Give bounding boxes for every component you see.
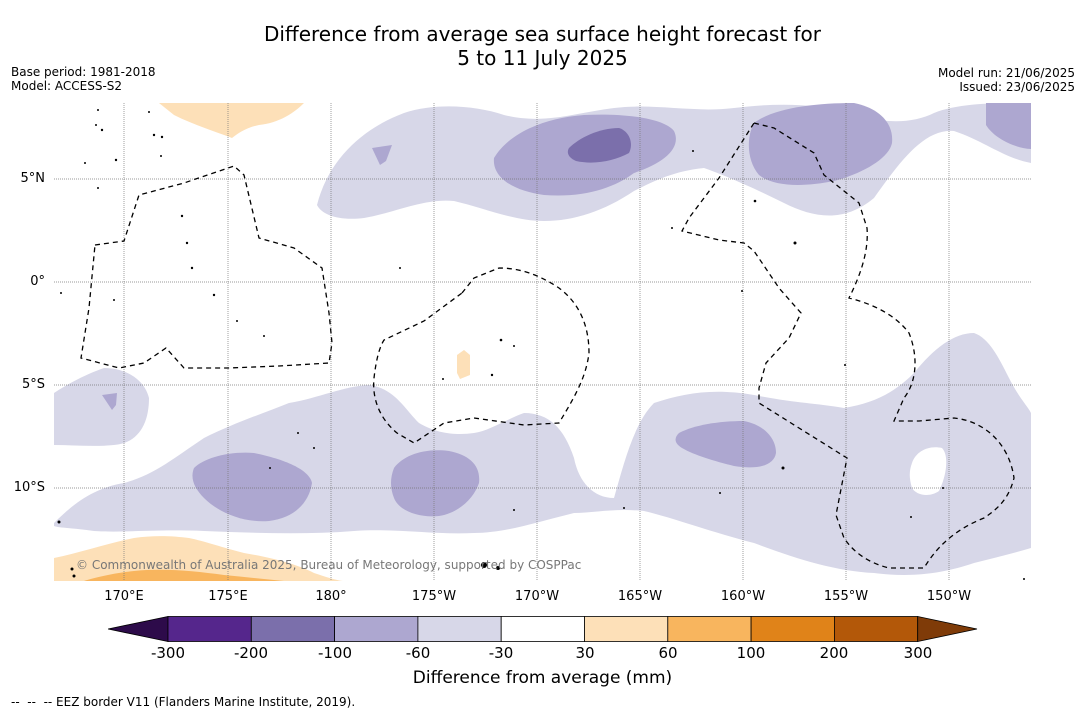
- model-name: Model: ACCESS-S2: [11, 79, 123, 93]
- colorbar-tick: 60: [658, 644, 678, 662]
- anomaly-region-north-strong: [567, 128, 631, 163]
- lat-label-5n: 5°N: [20, 171, 46, 186]
- colorbar-tick: 30: [575, 644, 595, 662]
- lon-label-160w: 160°W: [720, 589, 766, 604]
- lon-label-180: 180°: [315, 589, 347, 604]
- anomaly-region-ne-corner: [986, 103, 1031, 149]
- colorbar-title: Difference from average (mm): [412, 668, 673, 688]
- lat-label-5s: 5°S: [21, 377, 45, 392]
- base-period: Base period: 1981-2018: [11, 65, 156, 79]
- colorbar-tick: -60: [405, 644, 431, 662]
- meta-right: Model run: 21/06/2025 Issued: 23/06/2025: [938, 66, 1075, 94]
- lon-label-175e: 175°E: [208, 589, 248, 604]
- colorbar-bin-3: [334, 616, 419, 642]
- anomaly-region-northeast-mid: [748, 103, 893, 185]
- meta-left: Base period: 1981-2018 Model: ACCESS-S2: [11, 65, 156, 93]
- sea-surface-height-map: [54, 103, 1031, 581]
- lon-label-165w: 165°W: [617, 589, 663, 604]
- anomaly-south-mid-1: [192, 452, 312, 522]
- colorbar-tick: -200: [233, 644, 269, 662]
- colorbar-tick: -300: [150, 644, 186, 662]
- lon-label-155w: 155°W: [823, 589, 869, 604]
- colorbar-bin-4: [417, 616, 502, 642]
- colorbar-tick: 300: [903, 644, 933, 662]
- model-run: Model run: 21/06/2025: [937, 66, 1075, 80]
- colorbar-bin-2: [250, 616, 336, 642]
- lat-label-0: 0°: [30, 274, 45, 289]
- anomaly-region-west-patch: [54, 368, 149, 446]
- anomaly-south-mid-3: [675, 421, 776, 468]
- colorbar-tick: -30: [488, 644, 514, 662]
- lat-label-10s: 10°S: [13, 480, 45, 495]
- colorbar-bin-1: [167, 616, 252, 642]
- eez-border-east: [681, 122, 1015, 569]
- colorbar-bin-8: [750, 616, 835, 642]
- positive-region-bottom-strong: [84, 569, 284, 581]
- anomaly-south-mid-2: [391, 450, 480, 517]
- colorbar-bin-9: [834, 616, 919, 642]
- title-line-2: 5 to 11 July 2025: [457, 46, 628, 70]
- anomaly-spot-small: [372, 145, 392, 165]
- colorbar-bin-5: [500, 616, 585, 642]
- positive-region-bottom: [54, 536, 344, 581]
- colorbar: [108, 616, 978, 642]
- positive-spot-center: [457, 350, 470, 379]
- colorbar-tick: -100: [317, 644, 353, 662]
- white-gap-east: [909, 447, 947, 495]
- anomaly-region-south: [54, 333, 1031, 575]
- colorbar-tick: 100: [736, 644, 766, 662]
- colorbar-bin-7: [667, 616, 752, 642]
- lon-label-175w: 175°W: [411, 589, 457, 604]
- eez-legend-footnote: -- -- -- EEZ border V11 (Flanders Marine…: [11, 695, 356, 709]
- issued-date: Issued: 23/06/2025: [959, 80, 1075, 94]
- colorbar-over-arrow: [917, 616, 978, 642]
- graticule: [54, 103, 1031, 581]
- lon-label-170w: 170°W: [514, 589, 560, 604]
- copyright-notice: © Commonwealth of Australia 2025, Bureau…: [76, 558, 582, 572]
- colorbar-bin-6: [584, 616, 669, 642]
- eez-borders: [80, 122, 1015, 569]
- title-line-1: Difference from average sea surface heig…: [263, 22, 822, 46]
- chart-title: Difference from average sea surface heig…: [0, 22, 1085, 70]
- colorbar-tick: 200: [819, 644, 849, 662]
- lon-label-150w: 150°W: [926, 589, 972, 604]
- eez-border-center: [373, 267, 590, 444]
- colorbar-under-arrow: [108, 616, 169, 642]
- islands: [57, 109, 1025, 580]
- anomaly-spot-west: [102, 393, 117, 410]
- positive-region-top: [159, 103, 304, 138]
- lon-label-170e: 170°E: [104, 589, 144, 604]
